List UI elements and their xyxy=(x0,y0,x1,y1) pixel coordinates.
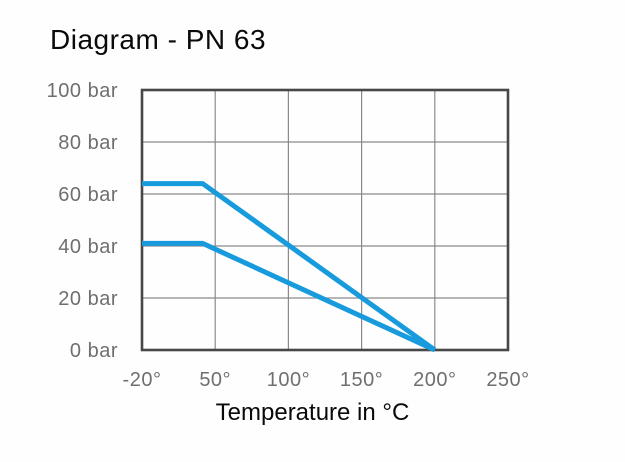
y-tick-label: 60 bar xyxy=(58,184,118,206)
x-tick-label: 250° xyxy=(486,369,529,391)
x-tick-label: 200° xyxy=(413,369,456,391)
x-tick-label: 50° xyxy=(199,369,231,391)
y-tick-label: 0 bar xyxy=(70,340,118,362)
y-tick-label: 100 bar xyxy=(47,80,118,102)
y-tick-label: 80 bar xyxy=(58,132,118,154)
x-axis-title: Temperature in °C xyxy=(215,399,410,426)
x-tick-label: 150° xyxy=(340,369,383,391)
y-tick-label: 20 bar xyxy=(58,288,118,310)
plot-border xyxy=(140,88,510,352)
series-line-1 xyxy=(142,240,436,353)
chart-title: Diagram - PN 63 xyxy=(50,24,267,55)
x-tick-label: 100° xyxy=(267,369,310,391)
x-tick-label: -20° xyxy=(123,369,162,391)
y-tick-label: 40 bar xyxy=(58,236,118,258)
series-line-0 xyxy=(142,181,437,353)
